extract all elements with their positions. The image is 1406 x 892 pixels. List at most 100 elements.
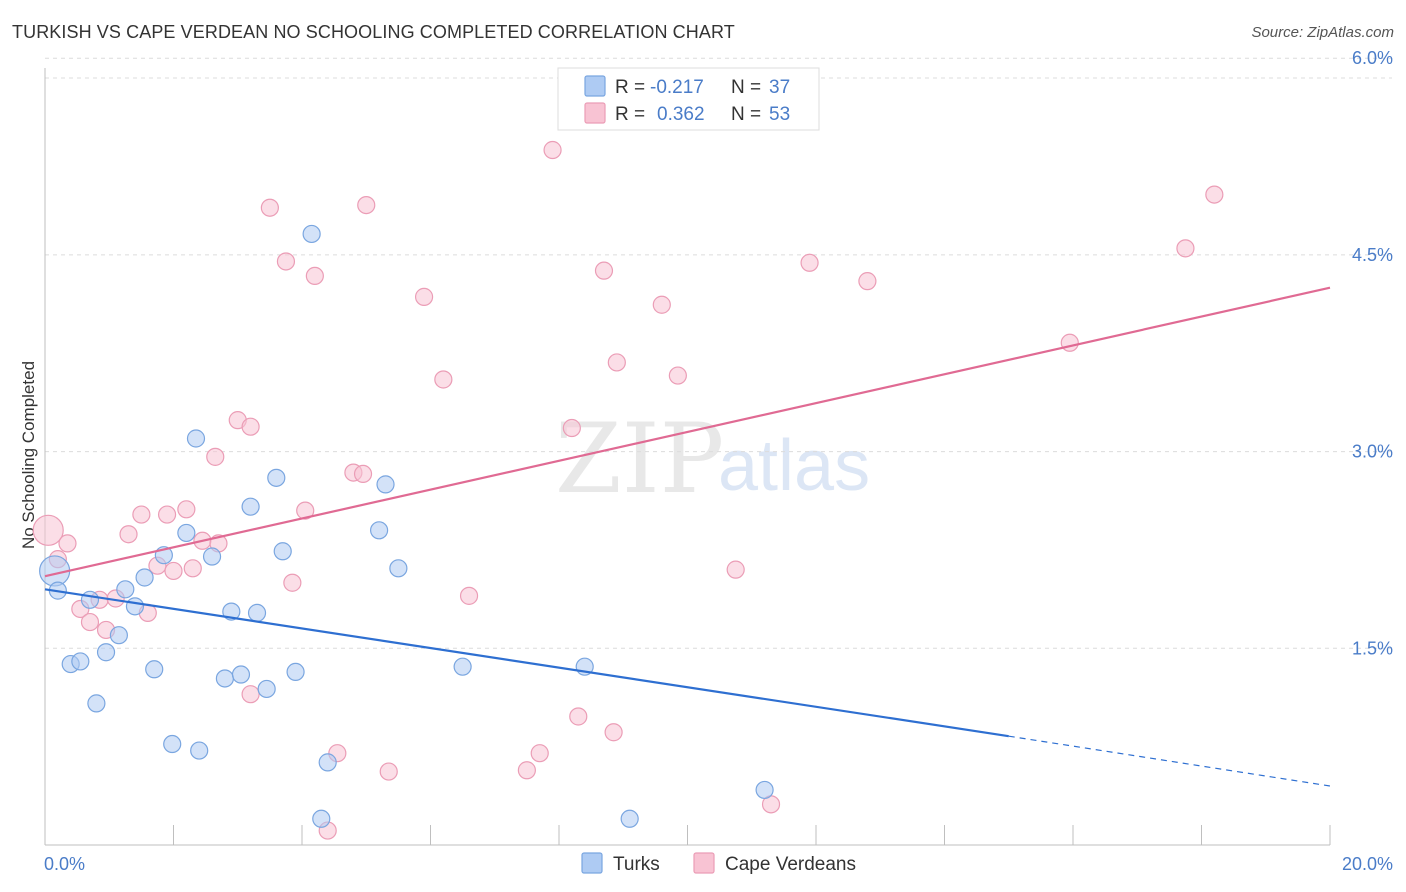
scatter-point-cape: [132, 505, 151, 524]
series-legend-swatch-turks: [581, 852, 603, 874]
y-tick-label: 4.5%: [1352, 245, 1393, 265]
scatter-point-cape: [604, 723, 623, 742]
scatter-point-cape: [434, 370, 453, 389]
scatter-point-turks: [453, 657, 472, 676]
scatter-point-turks: [145, 660, 164, 679]
x-tick-label: 0.0%: [44, 854, 85, 874]
scatter-point-turks: [376, 475, 395, 494]
scatter-point-cape: [177, 500, 196, 519]
scatter-point-turks: [312, 809, 331, 828]
scatter-point-cape: [80, 612, 100, 632]
scatter-point-turks: [116, 580, 135, 599]
stats-legend-swatch-cape: [584, 102, 606, 124]
scatter-point-cape: [1205, 185, 1224, 204]
scatter-point-cape: [357, 195, 376, 215]
scatter-point-turks: [87, 694, 106, 713]
source-label: Source: ZipAtlas.com: [1251, 24, 1394, 41]
scatter-point-turks: [620, 809, 639, 828]
stats-legend-n-value-turks: 37: [769, 77, 790, 98]
scatter-point-cape: [296, 501, 315, 520]
scatter-point-cape: [1060, 333, 1079, 352]
stats-legend-r-value-turks: -0.217: [650, 77, 704, 98]
watermark-atlas: atlas: [718, 426, 870, 506]
scatter-point-cape: [726, 560, 745, 579]
scatter-point-turks: [241, 497, 260, 516]
scatter-point-cape: [58, 534, 77, 553]
scatter-point-cape: [206, 447, 225, 466]
scatter-point-cape: [562, 418, 581, 438]
trend-line-extrapolated-turks: [1008, 735, 1331, 787]
chart-title: TURKISH VS CAPE VERDEAN NO SCHOOLING COM…: [12, 22, 735, 42]
stats-legend-n-value-cape: 53: [769, 104, 790, 125]
x-tick-labels: 0.0% 20.0%: [44, 854, 1393, 874]
gridlines: [45, 57, 1392, 649]
scatter-point-turks: [202, 547, 222, 566]
trend-line-cape: [44, 286, 1331, 578]
scatter-point-turks: [247, 603, 267, 623]
scatter-point-turks: [273, 542, 292, 561]
scatter-point-turks: [96, 643, 116, 662]
scatter-point-cape: [283, 573, 302, 592]
scatter-point-turks: [257, 679, 276, 699]
scatter-point-cape: [32, 514, 64, 546]
scatter-point-turks: [109, 626, 128, 645]
scatter-point-cape: [305, 266, 324, 285]
scatter-point-cape: [858, 272, 877, 291]
stats-legend-n-label-turks: N =: [731, 77, 761, 98]
scatter-point-cape: [276, 252, 296, 271]
scatter-point-cape: [414, 287, 434, 306]
scatter-point-turks: [80, 590, 100, 609]
scatter-point-cape: [459, 586, 479, 605]
watermark: ZIP atlas: [555, 403, 870, 515]
series-turks-points: [39, 224, 774, 828]
scatter-point-turks: [71, 652, 90, 671]
scatter-point-turks: [215, 669, 234, 688]
scatter-point-turks: [370, 521, 389, 540]
stats-legend: R = -0.217 N = 37 R = 0.362 N = 53: [557, 67, 820, 131]
y-tick-label: 6.0%: [1352, 48, 1393, 68]
scatter-point-cape: [607, 353, 626, 372]
y-axis-title: No Schooling Completed: [19, 361, 38, 549]
scatter-point-cape: [543, 140, 562, 160]
scatter-point-cape: [800, 253, 819, 272]
stats-legend-r-label-cape: R =: [615, 104, 645, 125]
scatter-point-cape: [668, 366, 687, 385]
series-legend-swatch-cape: [693, 852, 715, 874]
scatter-point-turks: [755, 780, 774, 800]
scatter-point-cape: [517, 761, 536, 780]
scatter-point-cape: [652, 295, 671, 314]
scatter-point-turks: [267, 468, 286, 487]
x-axis-ticks: [173, 825, 1331, 845]
scatter-point-turks: [302, 224, 321, 244]
x-tick-label: 20.0%: [1342, 854, 1393, 874]
scatter-point-turks: [286, 662, 305, 682]
scatter-point-turks: [186, 429, 206, 448]
scatter-point-turks: [231, 665, 251, 684]
scatter-point-cape: [241, 685, 260, 704]
series-legend-label-cape: Cape Verdeans: [725, 854, 856, 875]
trend-lines: [44, 286, 1331, 787]
series-cape-verdeans-points: [32, 140, 1224, 840]
scatter-point-turks: [190, 741, 209, 760]
scatter-point-cape: [594, 261, 614, 280]
scatter-point-cape: [353, 464, 373, 484]
series-legend-label-turks: Turks: [613, 854, 660, 875]
y-tick-label: 3.0%: [1352, 442, 1393, 462]
scatter-point-cape: [119, 525, 138, 544]
scatter-point-turks: [135, 568, 154, 587]
scatter-point-cape: [530, 744, 549, 763]
scatter-point-cape: [569, 707, 588, 726]
scatter-point-turks: [318, 753, 337, 772]
stats-legend-swatch-turks: [584, 75, 606, 97]
scatter-point-turks: [163, 734, 182, 754]
series-legend: Turks Cape Verdeans: [581, 852, 856, 875]
stats-legend-n-label-cape: N =: [731, 104, 761, 125]
scatter-point-cape: [1176, 239, 1195, 258]
scatter-point-cape: [241, 417, 260, 436]
watermark-zip: ZIP: [555, 403, 724, 515]
scatter-point-turks: [177, 523, 196, 543]
scatter-point-turks: [222, 602, 241, 621]
scatter-point-turks: [125, 597, 145, 616]
trend-line-turks: [44, 588, 1009, 738]
